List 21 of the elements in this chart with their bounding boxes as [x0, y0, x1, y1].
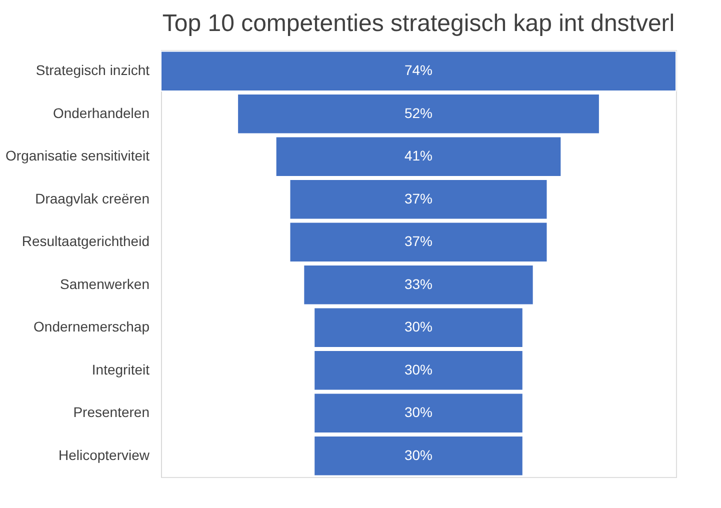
category-label: Integriteit [92, 361, 150, 378]
category-label: Onderhandelen [52, 104, 150, 121]
text: Top 10 competenties strategisch kap int dnstverl [162, 10, 675, 37]
data-label: 37% [404, 190, 433, 206]
data-label: 30% [404, 318, 433, 335]
category-label: Organisatie sensitiviteit [6, 148, 150, 164]
category-label: Ondernemerschap [34, 318, 150, 335]
category-label: Samenwerken [60, 276, 150, 292]
data-label: 33% [404, 276, 433, 292]
category-label: Presenteren [73, 404, 150, 420]
category-label: Strategisch inzicht [36, 62, 150, 78]
data-label: 30% [404, 446, 433, 463]
category-label: Helicopterview [58, 446, 150, 463]
data-label: 37% [404, 233, 433, 250]
data-label: 30% [404, 404, 433, 420]
category-label: Resultaatgerichtheid [22, 233, 150, 250]
data-label: 74% [404, 62, 433, 78]
data-label: 30% [404, 361, 433, 378]
data-label: 52% [404, 104, 433, 121]
data-label: 41% [404, 148, 433, 164]
category-label: Draagvlak creëren [35, 190, 150, 206]
